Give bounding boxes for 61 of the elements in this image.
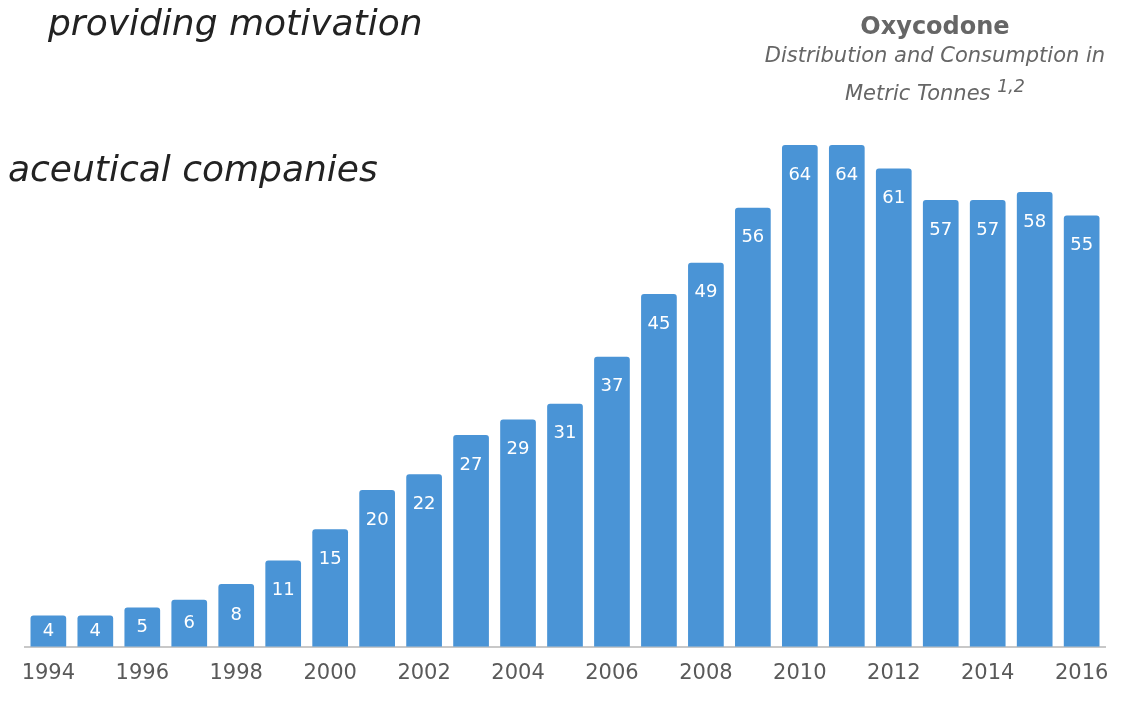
data-label: 64: [788, 162, 812, 184]
chart-subtitle: Distribution and Consumption in Metric Tonnes $^{1,2}$: [763, 42, 1107, 107]
bar: [594, 356, 630, 647]
x-tick-label: 2004: [491, 659, 545, 684]
bar: [641, 294, 677, 647]
bar: [406, 474, 442, 647]
bar: [312, 529, 349, 647]
bar: [1063, 215, 1100, 647]
data-label: 6: [183, 610, 195, 632]
data-label: 55: [1070, 233, 1094, 255]
bar: [875, 168, 912, 647]
bar: [77, 615, 114, 647]
x-tick-label: 1994: [21, 659, 76, 684]
bar: [171, 599, 208, 647]
data-label: 22: [412, 491, 436, 513]
bar: [1016, 192, 1053, 647]
bar: [500, 419, 536, 647]
x-tick-label: 2000: [303, 659, 357, 684]
data-label: 5: [136, 614, 149, 636]
data-label: 57: [976, 217, 1000, 239]
x-tick-label: 2010: [773, 659, 827, 684]
data-label: 8: [230, 603, 242, 625]
data-label: 20: [365, 507, 389, 529]
bar: [124, 607, 161, 647]
data-label: 45: [647, 311, 671, 333]
data-label: 27: [459, 452, 483, 474]
bar: [828, 145, 865, 647]
data-label: 37: [600, 374, 624, 396]
data-label: 29: [506, 437, 530, 459]
data-label: 56: [741, 225, 765, 247]
data-label: 31: [553, 421, 577, 443]
bar: [265, 560, 302, 647]
x-tick-label: 2012: [867, 659, 921, 684]
x-tick-label: 2006: [585, 659, 639, 684]
text: providing motivation: [48, 7, 423, 43]
x-tick-label: 1996: [115, 659, 170, 684]
x-tick-label: 1998: [209, 659, 263, 684]
x-tick-label: 2008: [679, 659, 733, 684]
bar: [359, 490, 395, 647]
x-tick-label: 2002: [397, 659, 451, 684]
data-label: 4: [89, 618, 102, 640]
annotation: aceutical companies: [8, 148, 378, 189]
data-label: 61: [882, 186, 906, 208]
data-label: 15: [318, 546, 342, 568]
bar: [969, 199, 1006, 647]
data-label: 49: [694, 280, 718, 302]
data-label: 64: [835, 162, 859, 184]
bar: [453, 435, 489, 647]
x-tick-label: 2014: [960, 659, 1015, 684]
bar: [735, 207, 771, 647]
data-label: 4: [42, 618, 55, 640]
bar: [218, 584, 255, 647]
bar: [547, 403, 583, 647]
bar: [688, 262, 724, 647]
bar: [922, 199, 959, 647]
x-tick-label: 2016: [1054, 659, 1109, 684]
chart-title: Oxycodone: [859, 12, 1011, 40]
data-label: 11: [271, 578, 295, 600]
data-label: 58: [1023, 209, 1047, 231]
bar: [781, 145, 818, 647]
data-label: 57: [929, 217, 953, 239]
